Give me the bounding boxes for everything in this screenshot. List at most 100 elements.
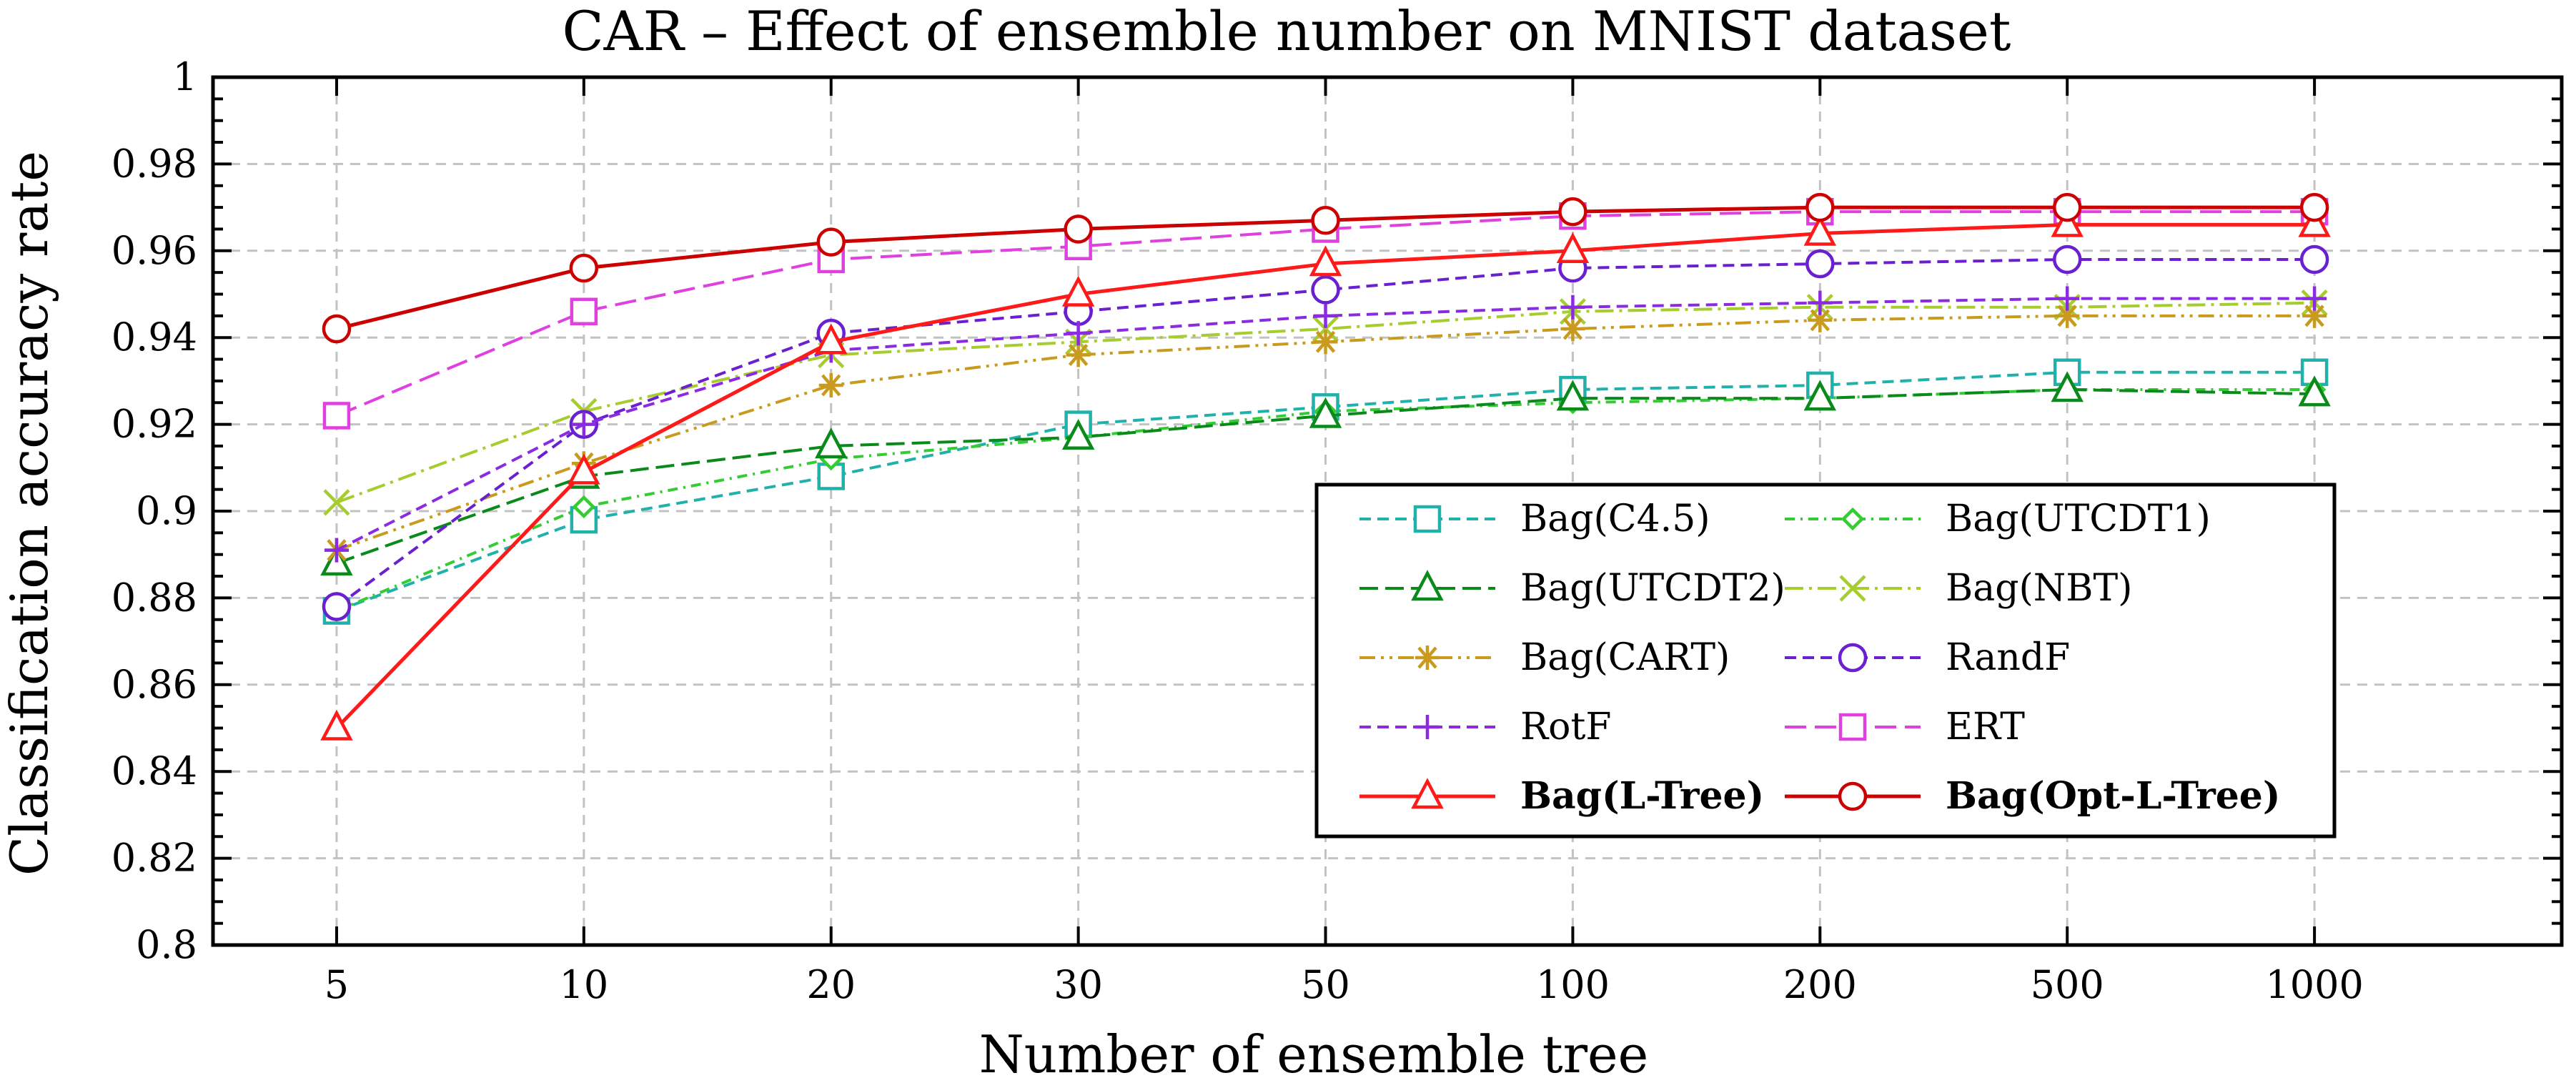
legend-label: Bag(UTCDT2) xyxy=(1520,567,1785,610)
data-point xyxy=(1313,330,1338,355)
legend-label: Bag(CART) xyxy=(1520,636,1730,679)
legend-entry: Bag(CART) xyxy=(1359,636,1730,679)
legend-marker xyxy=(1841,507,1865,531)
data-point xyxy=(2055,286,2080,311)
data-point xyxy=(2299,192,2329,222)
data-point xyxy=(324,538,349,563)
legend-label: Bag(UTCDT1) xyxy=(1946,498,2211,540)
data-point xyxy=(816,227,846,257)
data-point xyxy=(1313,303,1338,328)
legend-marker xyxy=(1415,646,1440,670)
data-point xyxy=(2298,206,2331,237)
data-point xyxy=(570,297,598,326)
data-point xyxy=(818,372,843,397)
y-tick-label: 0.9 xyxy=(136,488,197,533)
data-point xyxy=(568,453,600,485)
x-tick-label: 100 xyxy=(1536,962,1610,1007)
legend-entry: Bag(Opt-L-Tree) xyxy=(1785,774,2280,818)
series-lines xyxy=(320,192,2331,741)
data-point xyxy=(1560,295,1585,320)
legend-label: RotF xyxy=(1520,706,1611,748)
data-point xyxy=(1803,214,1837,246)
data-point xyxy=(2299,244,2329,275)
legend: Bag(C4.5) Bag(UTCDT1) Bag(UTCDT2) Bag(NBT) B… xyxy=(1314,483,2337,839)
legend-entry: RandF xyxy=(1785,636,2070,679)
axis-ticks: 0.8 0.82 0.84 0.86 0.88 0.9 0.92 0.94 0.96 0.98 1 5… xyxy=(112,54,2562,1007)
legend-marker xyxy=(1415,715,1440,739)
data-point xyxy=(1061,275,1095,307)
series-line xyxy=(336,297,2315,552)
data-point xyxy=(571,412,596,437)
data-point xyxy=(1311,275,1340,305)
legend-entry: Bag(C4.5) xyxy=(1359,498,1710,540)
data-point xyxy=(572,495,596,519)
data-point xyxy=(322,592,352,621)
y-axis-title: Classification accuracy rate xyxy=(0,151,59,876)
data-point xyxy=(1309,245,1342,277)
data-point xyxy=(322,314,352,344)
data-point xyxy=(1309,397,1342,428)
data-point xyxy=(2051,206,2084,237)
data-point xyxy=(1312,315,1339,342)
data-point xyxy=(2052,192,2082,222)
data-point xyxy=(1805,249,1835,279)
series-randf xyxy=(322,244,2329,621)
data-point xyxy=(2302,303,2327,328)
y-tick-label: 0.98 xyxy=(112,141,197,186)
data-point xyxy=(1558,197,1587,227)
x-tick-label: 10 xyxy=(559,962,608,1007)
data-point xyxy=(1560,317,1585,342)
y-tick-label: 1 xyxy=(173,54,197,99)
x-tick-label: 500 xyxy=(2031,962,2104,1007)
data-point xyxy=(569,253,599,283)
data-point xyxy=(1066,342,1091,367)
y-tick-label: 0.82 xyxy=(112,836,197,881)
series-line xyxy=(335,257,2315,608)
data-point xyxy=(1808,290,1833,315)
y-tick-label: 0.86 xyxy=(112,662,197,707)
y-tick-label: 0.84 xyxy=(112,748,197,793)
x-tick-label: 1000 xyxy=(2265,962,2363,1007)
x-tick-label: 20 xyxy=(806,962,856,1007)
y-tick-label: 0.92 xyxy=(112,402,197,447)
data-point xyxy=(323,489,350,516)
legend-label: ERT xyxy=(1946,706,2025,748)
legend-entry: RotF xyxy=(1359,706,1611,748)
series-bag-l-tree xyxy=(320,206,2331,741)
data-point xyxy=(1556,232,1590,264)
legend-marker xyxy=(1838,713,1867,741)
data-point xyxy=(1805,192,1835,222)
data-point xyxy=(320,709,353,741)
data-point xyxy=(1803,380,1837,411)
legend-marker xyxy=(1838,643,1868,673)
data-point xyxy=(1311,206,1340,235)
series-bag-opt-l-tree xyxy=(322,192,2329,344)
legend-label: Bag(Opt-L-Tree) xyxy=(1946,774,2280,818)
legend-entry: ERT xyxy=(1785,706,2025,748)
data-point xyxy=(1061,418,1095,450)
data-point xyxy=(1064,214,1093,244)
data-point xyxy=(815,427,848,459)
x-tick-label: 50 xyxy=(1301,962,1350,1007)
x-tick-label: 30 xyxy=(1054,962,1103,1007)
data-point xyxy=(2051,371,2084,402)
legend-entry: Bag(UTCDT2) xyxy=(1359,567,1785,610)
legend-label: Bag(NBT) xyxy=(1946,567,2132,610)
legend-entry: Bag(NBT) xyxy=(1785,567,2132,610)
data-point xyxy=(2302,286,2327,311)
legend-marker xyxy=(1838,781,1868,811)
data-point xyxy=(2052,244,2082,275)
data-point xyxy=(322,402,351,430)
legend-marker xyxy=(1413,505,1442,533)
y-tick-label: 0.96 xyxy=(112,228,197,273)
legend-entry: Bag(UTCDT1) xyxy=(1785,498,2211,540)
legend-marker xyxy=(1839,575,1866,602)
legend-marker xyxy=(1411,570,1444,601)
data-point xyxy=(2298,375,2331,407)
y-tick-label: 0.94 xyxy=(112,315,197,360)
series-line xyxy=(336,370,2315,613)
x-tick-label: 200 xyxy=(1783,962,1857,1007)
legend-marker xyxy=(1411,778,1444,809)
data-point xyxy=(1066,321,1091,346)
